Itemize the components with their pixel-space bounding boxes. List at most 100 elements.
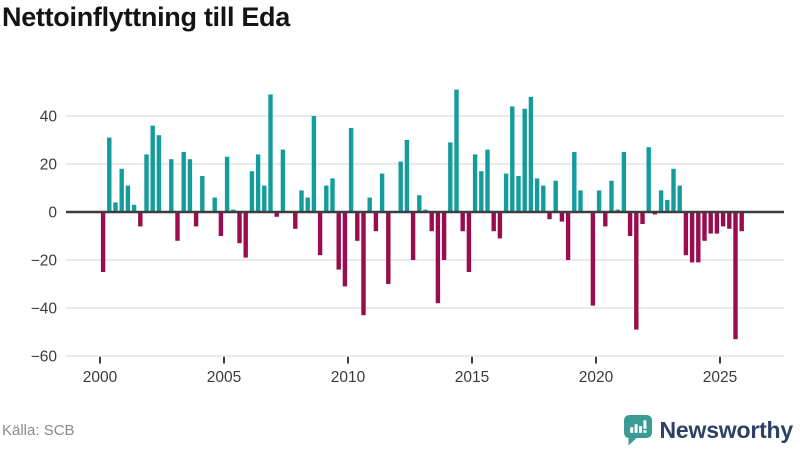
bar (193, 212, 199, 227)
bar (330, 178, 335, 212)
speech-bubble-shape (623, 415, 652, 446)
bar (435, 212, 441, 304)
bar (187, 159, 193, 212)
bar (534, 178, 540, 212)
bar (621, 152, 627, 212)
bar (125, 185, 131, 212)
bar (237, 212, 242, 244)
bar (609, 180, 614, 212)
y-axis-label: 20 (40, 157, 58, 174)
bar (355, 212, 360, 241)
bar (342, 212, 348, 287)
brand-name: Newsworthy (659, 416, 794, 443)
bar (218, 212, 224, 236)
bar (224, 156, 230, 212)
bar (100, 212, 106, 272)
bar (311, 116, 317, 212)
bar (720, 212, 726, 227)
bar (646, 147, 651, 212)
y-axis-label: −60 (31, 349, 58, 366)
bar (212, 197, 217, 212)
bar (553, 180, 558, 212)
bar (113, 202, 118, 212)
bar (479, 171, 484, 212)
bar (665, 200, 670, 212)
bar (255, 154, 261, 212)
bar (466, 212, 472, 272)
bar (689, 212, 695, 263)
bar (324, 185, 329, 212)
y-axis-label: −40 (31, 301, 58, 318)
bar (696, 212, 701, 263)
bar (671, 168, 676, 212)
bar (243, 212, 248, 258)
bar (578, 190, 583, 212)
bar (491, 212, 496, 232)
bar (274, 212, 279, 217)
bar (404, 140, 410, 212)
newsworthy-logo-icon (623, 415, 652, 446)
bar (262, 185, 267, 212)
x-axis-label: 2020 (579, 369, 614, 386)
bar (503, 173, 509, 212)
bar (708, 212, 713, 234)
bar (373, 212, 379, 232)
x-axis-label: 2005 (207, 369, 241, 386)
bar (454, 89, 459, 212)
y-axis-label: −20 (31, 253, 58, 270)
bar (460, 212, 465, 232)
bar (516, 176, 521, 212)
bar (658, 190, 664, 212)
logo-bar-1 (629, 427, 633, 433)
bar (541, 185, 546, 212)
x-axis-label: 2000 (83, 369, 118, 386)
x-axis-label: 2010 (331, 369, 366, 386)
bar (429, 212, 434, 232)
bar (336, 212, 341, 270)
bar (200, 176, 205, 212)
bar (268, 94, 273, 212)
logo-bar-3 (638, 426, 642, 433)
bar (559, 212, 565, 222)
bar (727, 212, 732, 229)
source-note: Källa: SCB (2, 422, 75, 439)
bar (348, 128, 354, 212)
bar (367, 197, 372, 212)
logo-exclamation-dot (642, 430, 646, 433)
bar (410, 212, 416, 260)
bar (714, 212, 720, 234)
bar (107, 137, 112, 212)
bar (634, 212, 639, 330)
bar (677, 185, 682, 212)
bar (590, 212, 596, 306)
brand-logo: Newsworthy (623, 414, 793, 446)
bar (739, 212, 744, 232)
bar (547, 212, 552, 220)
bar (131, 204, 137, 212)
bar (398, 161, 403, 212)
bar (702, 212, 707, 241)
bar (441, 212, 447, 260)
bar (485, 149, 490, 212)
bar (596, 190, 602, 212)
logo-bar-2 (634, 424, 638, 433)
page-title: Nettoinflyttning till Eda (2, 2, 290, 32)
bar (305, 197, 310, 212)
bar (249, 171, 255, 212)
bar (169, 159, 174, 212)
bar (472, 154, 478, 212)
bar (603, 212, 608, 227)
bar (138, 212, 143, 227)
bar (317, 212, 323, 256)
bar (528, 96, 534, 212)
y-axis-label: 0 (48, 205, 57, 222)
x-axis-label: 2025 (703, 369, 737, 386)
bar (386, 212, 391, 284)
bar (181, 152, 186, 212)
bar (119, 168, 124, 212)
y-axis-label: 40 (40, 109, 58, 126)
bar (572, 152, 577, 212)
bar (565, 212, 571, 260)
logo-exclamation-stem (642, 420, 646, 429)
